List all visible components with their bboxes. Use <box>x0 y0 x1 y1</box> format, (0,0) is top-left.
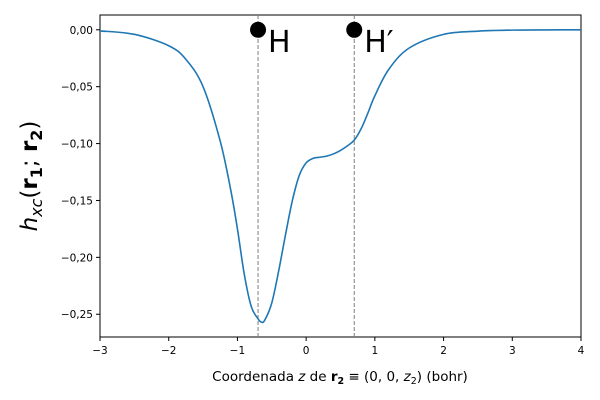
y-tick-label: −0,20 <box>61 252 93 264</box>
y-tick-label: −0,05 <box>61 82 93 94</box>
y-tick-label: 0,00 <box>70 25 93 37</box>
y-axis-label-sub: xc <box>27 198 46 217</box>
atom-label: H′ <box>364 25 394 60</box>
x-tick-label: −2 <box>161 345 176 357</box>
x-tick-label: 0 <box>303 345 310 357</box>
y-tick-label: −0,15 <box>61 195 93 207</box>
x-axis-label: Coordenada z de r2 ≡ (0, 0, z2) (bohr) <box>212 369 468 387</box>
x-tick-label: 3 <box>509 345 516 357</box>
y-axis-label-close: ) <box>17 121 43 130</box>
plot-frame <box>99 14 582 338</box>
atom-marker <box>346 21 363 38</box>
y-axis-label-r2-sub: 2 <box>27 130 46 141</box>
atom-markers: H H′ <box>250 21 394 60</box>
x-axis-label-z: z <box>403 369 412 385</box>
y-tick-label: −0,25 <box>61 309 93 321</box>
plot-area: H H′ <box>99 14 582 338</box>
x-axis-label-mid: de <box>305 369 330 385</box>
x-axis-label-suffix: ) (bohr) <box>417 369 468 385</box>
y-axis-label-r1-sub: 1 <box>27 167 46 178</box>
y-axis: 0,00 −0,05 −0,10 −0,15 −0,20 −0,25 <box>61 25 100 321</box>
y-tick-label: −0,10 <box>61 139 93 151</box>
x-axis-label-tuple: ≡ (0, 0, <box>344 369 404 385</box>
x-axis-label-var: z <box>297 369 306 385</box>
x-axis-label-prefix: Coordenada <box>212 369 298 385</box>
x-tick-label: −1 <box>230 345 245 357</box>
x-tick-label: 1 <box>372 345 379 357</box>
y-axis-label-r1: r <box>17 178 43 190</box>
reference-lines <box>257 15 355 337</box>
atom-marker <box>250 21 267 38</box>
y-axis-label-open: ( <box>17 190 43 199</box>
y-axis-label-h: h <box>17 217 43 232</box>
x-tick-label: 2 <box>440 345 447 357</box>
series-line <box>99 28 582 324</box>
x-axis-label-r: r <box>331 369 338 385</box>
x-axis-label-r-sub: 2 <box>338 376 345 387</box>
atom-label: H <box>268 25 291 60</box>
x-tick-label: 4 <box>578 345 585 357</box>
y-axis-label-sep: ; <box>17 152 43 167</box>
x-tick-label: −3 <box>92 345 107 357</box>
x-axis: −3 −2 −1 0 1 2 3 4 <box>92 337 585 357</box>
y-axis-label: hxc(r1; r2) <box>17 121 46 232</box>
x-axis-label-z-sub: 2 <box>411 376 417 387</box>
y-axis-label-r2: r <box>17 140 43 152</box>
